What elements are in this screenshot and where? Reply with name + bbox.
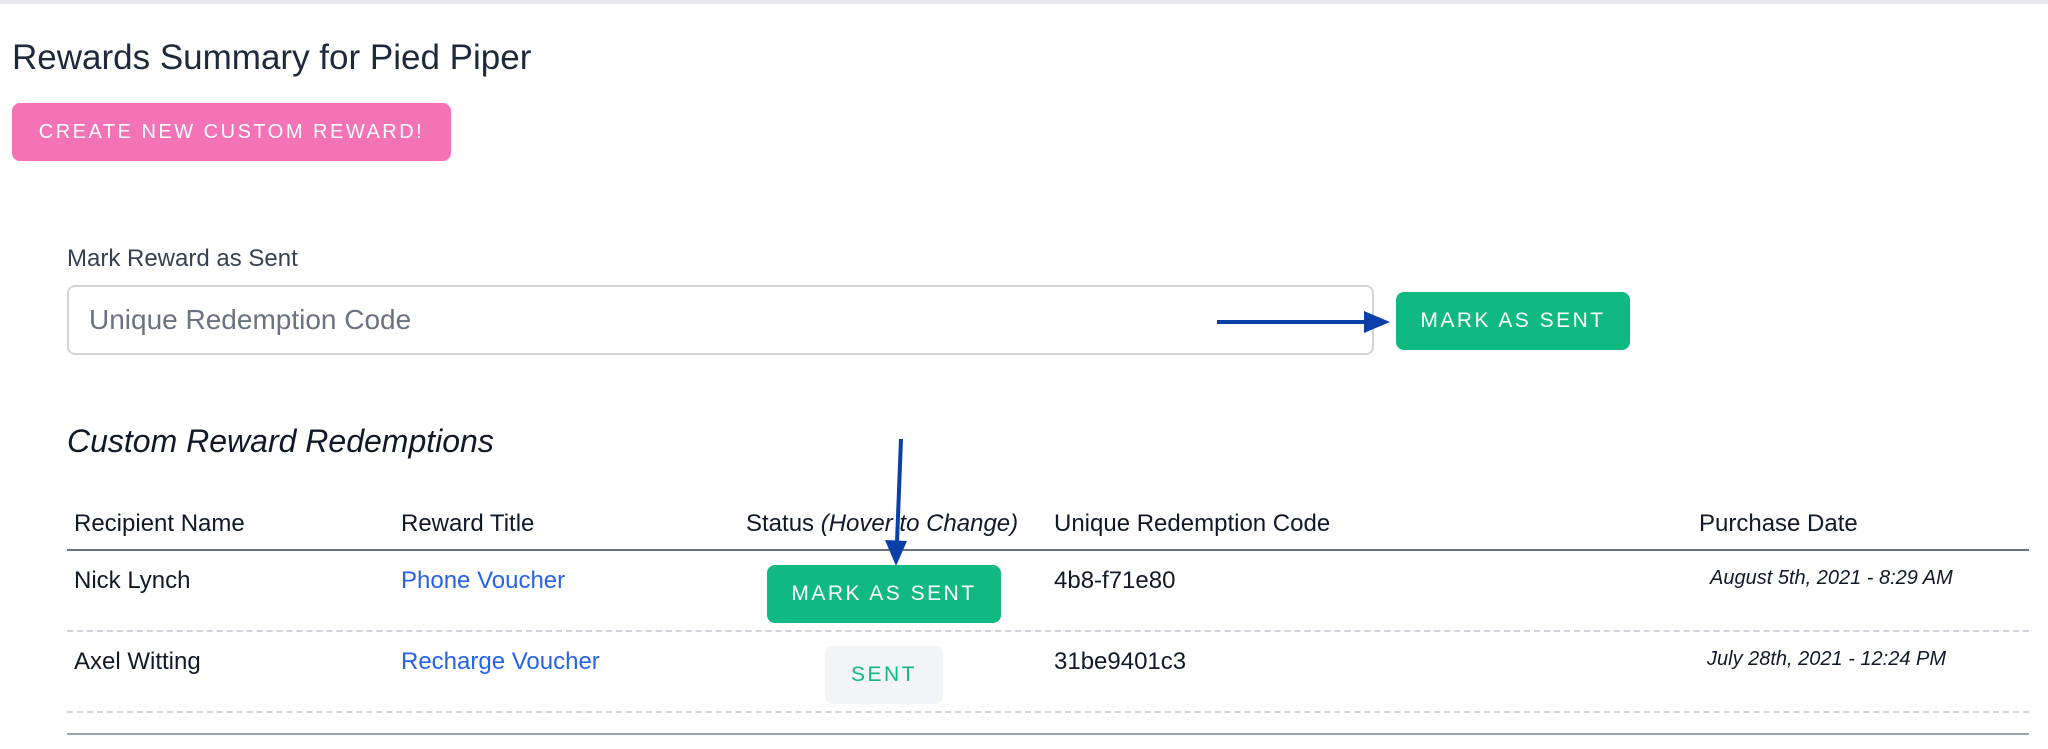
recipient-name: Axel Witting	[74, 648, 201, 675]
column-header-recipient: Recipient Name	[74, 510, 245, 537]
recipient-name: Nick Lynch	[74, 567, 191, 594]
row-divider	[67, 711, 2029, 713]
column-header-reward: Reward Title	[401, 510, 535, 537]
status-header-label: Status	[746, 510, 815, 537]
create-custom-reward-button[interactable]: Create New Custom Reward!	[12, 103, 451, 161]
sent-status-button[interactable]: Sent	[825, 646, 943, 704]
table-header-divider	[67, 549, 2029, 551]
column-header-date: Purchase Date	[1699, 510, 1858, 537]
redemptions-section-title: Custom Reward Redemptions	[67, 423, 494, 459]
column-header-status: Status (Hover to Change)	[746, 510, 1018, 538]
redemption-code: 31be9401c3	[1054, 648, 1187, 675]
reward-title-link[interactable]: Recharge Voucher	[401, 648, 600, 675]
reward-title-link[interactable]: Phone Voucher	[401, 567, 566, 594]
status-header-hint: (Hover to Change)	[820, 510, 1019, 537]
arrow-to-row-button-icon	[885, 438, 907, 566]
purchase-date: July 28th, 2021 - 12:24 PM	[1707, 648, 1947, 670]
purchase-date: August 5th, 2021 - 8:29 AM	[1710, 567, 1953, 589]
row-mark-as-sent-button[interactable]: Mark as Sent	[767, 565, 1001, 623]
row-divider	[67, 630, 2029, 632]
column-header-code: Unique Redemption Code	[1054, 510, 1331, 537]
top-divider	[0, 0, 2048, 4]
redemption-code-input[interactable]	[67, 285, 1374, 355]
page-title: Rewards Summary for Pied Piper	[12, 38, 532, 77]
mark-reward-label: Mark Reward as Sent	[67, 245, 298, 272]
table-bottom-divider	[67, 733, 2029, 735]
redemption-code: 4b8-f71e80	[1054, 567, 1176, 594]
mark-as-sent-button[interactable]: Mark as Sent	[1396, 292, 1630, 350]
